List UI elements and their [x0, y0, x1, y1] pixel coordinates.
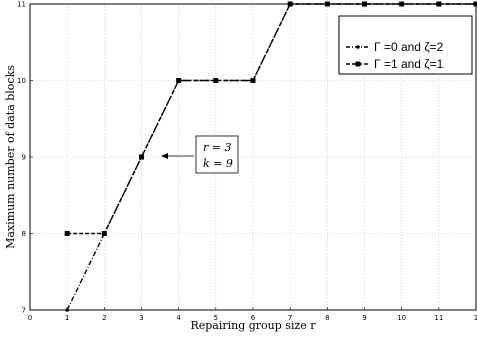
x-tick-label-10: 10 [397, 314, 406, 322]
x-tick-label-0: 0 [28, 314, 32, 322]
x-ticks: 0 1 2 3 4 5 6 7 8 9 10 11 1 [28, 307, 477, 322]
x-tick-label-12: 1 [474, 314, 477, 322]
series-2-point-2 [139, 154, 144, 160]
legend-marker-series-2 [355, 61, 361, 67]
x-tick-label-1: 1 [65, 314, 69, 322]
x-tick-label-11: 11 [434, 314, 443, 322]
annotation-box [195, 135, 239, 174]
series-2-point-5 [250, 78, 256, 83]
annotation-line-2: k = 9 [203, 157, 233, 170]
y-tick-label-4: 11 [17, 1, 26, 9]
series-2-point-3 [176, 78, 182, 83]
x-tick-label-8: 8 [325, 314, 329, 322]
x-tick-label-6: 6 [251, 314, 256, 322]
legend-marker-series-1 [356, 45, 360, 49]
x-tick-label-2: 2 [102, 314, 106, 322]
y-tick-label-0: 7 [22, 307, 26, 315]
annotation-line-1: r = 3 [203, 141, 231, 154]
x-tick-label-9: 9 [362, 314, 366, 322]
annotation: r = 3 k = 9 [161, 135, 239, 174]
x-tick-label-7: 7 [288, 314, 292, 322]
x-tick-label-5: 5 [214, 314, 218, 322]
legend-label-series-1: Γ =0 and ζ=2 [374, 40, 444, 54]
y-tick-label-2: 9 [22, 154, 26, 162]
series-2-point-0 [64, 231, 70, 236]
series-line-2 [67, 3, 476, 235]
y-ticks: 7 8 9 10 11 [17, 1, 33, 315]
series-2-point-1 [101, 231, 107, 236]
series-2-point-4 [213, 78, 219, 83]
x-tick-label-3: 3 [139, 314, 143, 322]
y-tick-label-1: 8 [22, 230, 26, 238]
y-tick-label-3: 10 [17, 77, 26, 85]
legend-label-series-2: Γ =1 and ζ=1 [374, 57, 444, 71]
y-axis-label: Maximum number of data blocks [4, 65, 17, 249]
annotation-arrowhead [161, 153, 168, 159]
x-axis-label: Repairing group size r [190, 319, 316, 332]
legend: Γ =0 and ζ=2 Γ =1 and ζ=1 [338, 15, 473, 75]
x-tick-label-4: 4 [176, 314, 181, 322]
